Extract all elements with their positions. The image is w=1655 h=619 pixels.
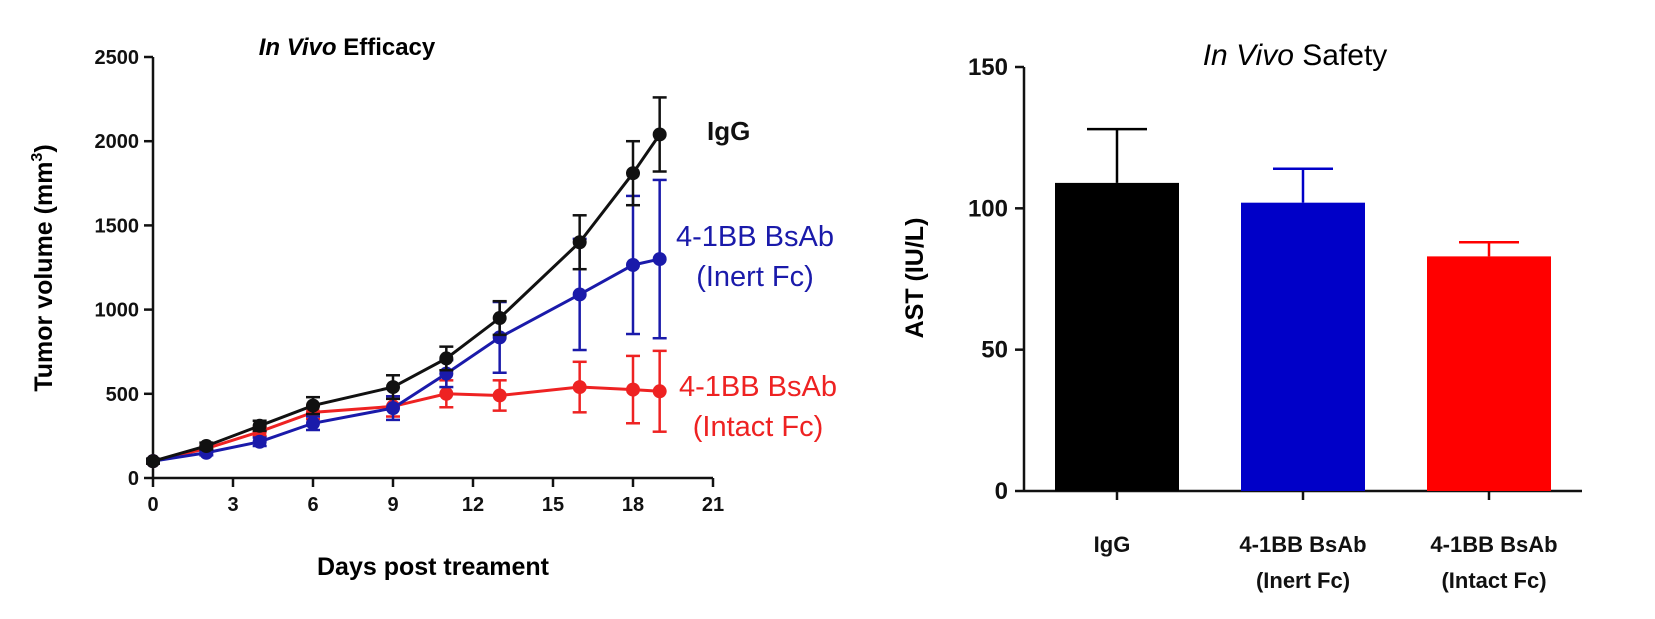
efficacy-y-tick-label: 1500 <box>95 215 140 237</box>
category-label-inert-fc: 4-1BB BsAb (Inert Fc) <box>1239 532 1366 593</box>
data-point <box>146 454 160 469</box>
data-point <box>572 235 587 250</box>
series-line-4-1bb-bsab-intact-fc <box>152 385 660 463</box>
data-point <box>572 287 587 302</box>
category-label-intact-fc: 4-1BB BsAb (Intact Fc) <box>1430 532 1557 593</box>
bar-group-4-1bb-bsab-inert-fc <box>1241 167 1365 500</box>
efficacy-line-chart: In Vivo Efficacy 0 500 1000 1500 2000 2500 0 3… <box>29 34 837 581</box>
efficacy-x-tick-label: 21 <box>702 494 724 516</box>
efficacy-x-tick-label: 9 <box>387 494 398 516</box>
data-point <box>439 386 454 401</box>
data-point <box>199 439 214 454</box>
series-label-intact-fc-line1: 4-1BB BsAb <box>679 371 837 403</box>
efficacy-x-tick-label: 15 <box>542 494 564 516</box>
bar-4-1bb-bsab-inert-fc <box>1241 202 1365 491</box>
efficacy-x-tick-label: 3 <box>227 494 238 516</box>
series-label-intact-fc: 4-1BB BsAb (Intact Fc) <box>679 371 837 443</box>
safety-y-ticks: 0 50 100 150 <box>968 54 1024 505</box>
series-label-inert-fc: 4-1BB BsAb (Inert Fc) <box>676 221 834 293</box>
series-label-inert-fc-line2: (Inert Fc) <box>696 261 814 293</box>
series-label-igg: IgG <box>707 116 750 146</box>
data-point <box>626 166 640 181</box>
efficacy-y-tick-label: 0 <box>128 468 139 490</box>
data-point <box>386 401 400 416</box>
efficacy-title-rest: Efficacy <box>337 34 436 61</box>
safety-y-tick-label: 100 <box>968 195 1008 222</box>
data-point <box>492 311 507 326</box>
safety-y-label: AST (IU/L) <box>901 218 929 339</box>
data-point <box>652 252 667 267</box>
category-label-intact-fc-line2: (Intact Fc) <box>1441 568 1546 593</box>
category-label-inert-fc-line1: 4-1BB BsAb <box>1239 532 1366 557</box>
data-point <box>626 382 640 397</box>
efficacy-title: In Vivo Efficacy <box>259 34 436 61</box>
series-label-intact-fc-line2: (Intact Fc) <box>693 411 824 443</box>
safety-y-tick-label: 50 <box>981 337 1008 364</box>
data-point <box>386 380 400 395</box>
bar-igg <box>1055 182 1179 492</box>
data-point <box>252 418 267 433</box>
efficacy-y-tick-label: 2000 <box>95 131 140 153</box>
data-point <box>306 416 320 431</box>
category-label-inert-fc-line2: (Inert Fc) <box>1256 568 1350 593</box>
efficacy-y-label-close: ) <box>30 144 58 152</box>
efficacy-x-label: Days post treament <box>317 553 550 581</box>
series-label-igg-line1: IgG <box>707 116 750 146</box>
safety-title: In Vivo Safety <box>1203 39 1388 72</box>
efficacy-y-tick-label: 500 <box>106 384 139 406</box>
efficacy-x-ticks: 0 3 6 9 12 15 18 21 <box>147 478 724 516</box>
safety-y-tick-label: 150 <box>968 54 1008 81</box>
data-point <box>572 380 587 395</box>
data-point <box>306 398 320 413</box>
safety-bars <box>1055 127 1551 500</box>
safety-y-tick-label: 0 <box>995 478 1008 505</box>
efficacy-x-tick-label: 6 <box>307 494 318 516</box>
safety-title-rest: Safety <box>1294 39 1387 72</box>
bar-4-1bb-bsab-intact-fc <box>1427 256 1551 491</box>
efficacy-series <box>146 96 667 469</box>
series-label-inert-fc-line1: 4-1BB BsAb <box>676 221 834 253</box>
efficacy-x-tick-label: 12 <box>462 494 484 516</box>
category-label-igg: IgG <box>1094 532 1131 557</box>
efficacy-x-tick-label: 18 <box>622 494 644 516</box>
data-point <box>652 384 667 399</box>
series-line-4-1bb-bsab-inert-fc <box>152 257 660 463</box>
efficacy-y-label-main: Tumor volume (mm <box>30 162 58 392</box>
bar-group-igg <box>1055 127 1179 500</box>
efficacy-y-ticks: 0 500 1000 1500 2000 2500 <box>95 47 153 490</box>
series-4-1bb-bsab-inert-fc <box>146 178 667 469</box>
category-label-igg-line1: IgG <box>1094 532 1131 557</box>
efficacy-y-tick-label: 2500 <box>95 47 140 69</box>
efficacy-y-tick-label: 1000 <box>95 300 140 322</box>
series-line-igg <box>152 133 661 463</box>
data-point <box>252 434 267 449</box>
efficacy-y-label-superscript: 3 <box>29 153 46 162</box>
data-point <box>626 257 640 272</box>
data-point <box>652 127 667 142</box>
safety-title-italic: In Vivo <box>1203 39 1294 72</box>
data-point <box>439 351 454 366</box>
efficacy-title-italic: In Vivo <box>259 34 337 61</box>
category-label-intact-fc-line1: 4-1BB BsAb <box>1430 532 1557 557</box>
efficacy-y-label: Tumor volume (mm3) <box>29 144 58 391</box>
data-point <box>492 388 507 403</box>
efficacy-x-tick-label: 0 <box>147 494 158 516</box>
bar-group-4-1bb-bsab-intact-fc <box>1427 241 1551 500</box>
series-igg <box>146 96 667 469</box>
